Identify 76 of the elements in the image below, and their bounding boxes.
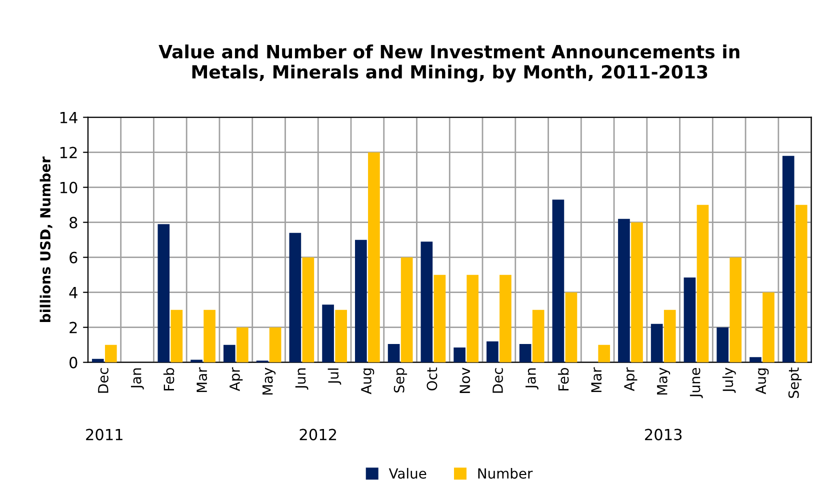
- x-tick-label: Mar: [591, 367, 602, 392]
- x-tick-label: May: [657, 368, 670, 395]
- x-tick-label: May: [262, 368, 276, 395]
- bar: [730, 257, 742, 362]
- bar: [750, 357, 762, 362]
- y-tick-label: 4: [69, 287, 78, 298]
- x-tick-label: July: [722, 368, 736, 393]
- bar: [716, 327, 729, 362]
- bar: [762, 292, 774, 362]
- bar: [618, 218, 630, 362]
- bar: [782, 156, 794, 362]
- bar: [104, 344, 117, 362]
- y-tick-label: 2: [70, 322, 77, 334]
- x-tick-label: Feb: [558, 368, 569, 390]
- bar: [795, 204, 808, 362]
- x-tick-label: Sept: [788, 368, 802, 398]
- bar: [158, 224, 170, 362]
- bar: [335, 310, 347, 362]
- chart-title: Value and Number of New Investment Announcements in Metals, Minerals and Mining, by Month, 2011-2013: [158, 44, 740, 82]
- x-tick-label: Jun: [295, 368, 308, 390]
- bar: [532, 310, 544, 362]
- bar: [664, 310, 676, 362]
- bar: [190, 360, 202, 362]
- bar: [631, 222, 643, 362]
- bar: [388, 344, 400, 362]
- bar: [486, 341, 498, 362]
- bar: [500, 274, 512, 362]
- bar: [434, 274, 446, 362]
- bar: [322, 304, 334, 362]
- x-tick-label: Sep: [394, 368, 408, 392]
- bar: [466, 274, 479, 362]
- x-tick-label: Feb: [163, 368, 174, 390]
- x-tick-label: Dec: [98, 368, 108, 393]
- x-tick-label: Apr: [230, 367, 243, 392]
- legend-label: Number: [478, 468, 533, 479]
- bar: [696, 204, 709, 362]
- y-tick-label: 0: [70, 356, 78, 368]
- x-tick-label: Aug: [756, 368, 769, 394]
- legend-label: Value: [388, 468, 426, 479]
- x-tick-label: Nov: [460, 368, 470, 393]
- x-tick-label: Mar: [196, 367, 208, 392]
- text: 2012: [300, 428, 336, 440]
- x-tick-label: Jan: [130, 368, 144, 390]
- bar: [368, 152, 380, 362]
- bar: [400, 257, 413, 362]
- y-axis-title: billions USD, Number: [40, 156, 52, 322]
- bar: [519, 344, 532, 362]
- x-tick-label: Jul: [328, 368, 342, 385]
- bar: [565, 292, 578, 362]
- bar: [289, 232, 302, 362]
- y-tick-label: 14: [60, 112, 78, 124]
- bar: [269, 327, 282, 362]
- bar: [650, 324, 663, 362]
- x-tick-label: Oct: [426, 368, 438, 390]
- y-tick-label: 12: [60, 146, 77, 158]
- text: 2011: [86, 428, 122, 440]
- x-tick-label: Aug: [361, 368, 374, 394]
- bar: [552, 200, 564, 362]
- bar: [204, 310, 216, 362]
- bar: [223, 344, 236, 362]
- y-tick-label: 8: [70, 216, 78, 228]
- x-tick-label: Apr: [624, 367, 638, 392]
- bar: [355, 240, 367, 362]
- bar: [302, 257, 314, 362]
- x-tick-label: Jan: [526, 368, 538, 390]
- bar: [598, 344, 610, 362]
- y-tick-label: 6: [70, 252, 78, 264]
- bar: [420, 242, 433, 362]
- x-tick-label: Dec: [492, 368, 503, 393]
- x-tick-label: June: [690, 368, 703, 398]
- bar: [170, 310, 183, 362]
- y-tick-label: 10: [60, 182, 78, 194]
- bar: [684, 277, 696, 362]
- bar: [454, 347, 466, 362]
- bar: [236, 327, 248, 362]
- text: 2013: [645, 428, 682, 440]
